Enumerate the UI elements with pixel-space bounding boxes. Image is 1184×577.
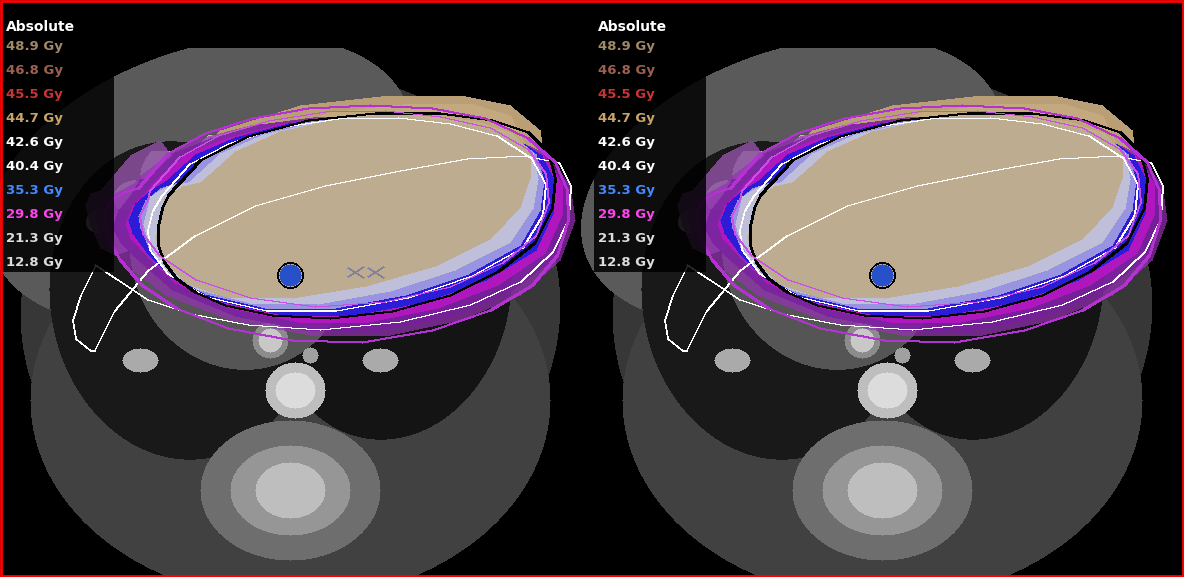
Text: Absolute: Absolute xyxy=(6,20,75,34)
Text: 35.3 Gy: 35.3 Gy xyxy=(6,184,63,197)
Text: 44.7 Gy: 44.7 Gy xyxy=(6,112,63,125)
Text: 29.8 Gy: 29.8 Gy xyxy=(6,208,63,221)
Bar xyxy=(2,2,114,272)
Text: 12.8 Gy: 12.8 Gy xyxy=(6,256,63,269)
Text: Absolute: Absolute xyxy=(598,20,667,34)
Text: 45.5 Gy: 45.5 Gy xyxy=(598,88,655,101)
Text: 21.3 Gy: 21.3 Gy xyxy=(598,232,655,245)
Text: 35.3 Gy: 35.3 Gy xyxy=(598,184,655,197)
Text: 46.8 Gy: 46.8 Gy xyxy=(598,64,655,77)
Text: 48.9 Gy: 48.9 Gy xyxy=(6,40,63,53)
Text: 44.7 Gy: 44.7 Gy xyxy=(598,112,655,125)
Text: 45.5 Gy: 45.5 Gy xyxy=(6,88,63,101)
Text: 21.3 Gy: 21.3 Gy xyxy=(6,232,63,245)
Text: 42.6 Gy: 42.6 Gy xyxy=(6,136,63,149)
Text: 29.8 Gy: 29.8 Gy xyxy=(598,208,655,221)
Text: 48.9 Gy: 48.9 Gy xyxy=(598,40,655,53)
Text: 40.4 Gy: 40.4 Gy xyxy=(598,160,655,173)
Text: 46.8 Gy: 46.8 Gy xyxy=(6,64,63,77)
Text: 40.4 Gy: 40.4 Gy xyxy=(6,160,63,173)
Text: 42.6 Gy: 42.6 Gy xyxy=(598,136,655,149)
Text: 12.8 Gy: 12.8 Gy xyxy=(598,256,655,269)
Bar xyxy=(594,2,706,272)
